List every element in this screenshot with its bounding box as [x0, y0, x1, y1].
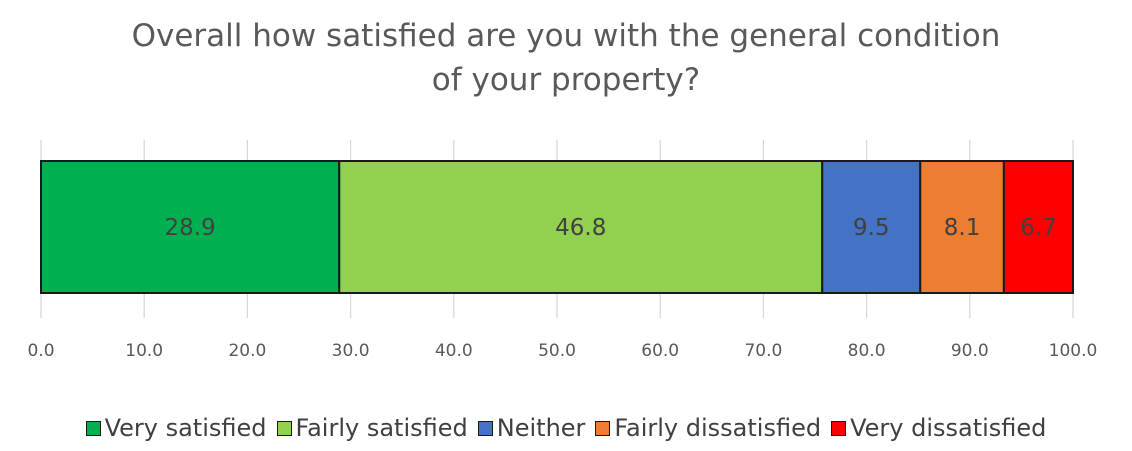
chart-title-line-1: Overall how satisfied are you with the g… — [131, 18, 1001, 54]
legend-label: Neither — [496, 414, 586, 442]
data-label: 46.8 — [555, 215, 606, 241]
x-tick-label: 80.0 — [848, 341, 886, 361]
plot-area: 28.9 46.8 9.5 8.1 6.7 0.0 10.0 20.0 30.0 40.0 50.… — [27, 140, 1097, 361]
bar-segment-fairly-satisfied — [338, 160, 824, 294]
legend-item: Very satisfied — [85, 414, 267, 442]
data-label: 8.1 — [944, 215, 981, 241]
legend-item: Fairly dissatisfied — [595, 414, 821, 442]
x-tick-label: 50.0 — [538, 341, 576, 361]
data-label: 6.7 — [1020, 215, 1057, 241]
legend-swatch — [831, 420, 847, 436]
bar-segment-very-dissatisfied — [1002, 160, 1075, 294]
x-tick-label: 20.0 — [228, 341, 266, 361]
x-tick-label: 40.0 — [435, 341, 473, 361]
legend: Very satisfied Fairly satisfied Neither Fai… — [0, 414, 1132, 442]
legend-swatch — [477, 420, 493, 436]
legend-label: Fairly satisfied — [295, 414, 468, 442]
legend-label: Fairly dissatisfied — [614, 414, 822, 442]
bar-segment-neither — [821, 160, 922, 294]
legend-label: Very dissatisfied — [850, 414, 1047, 442]
x-tick-label: 100.0 — [1049, 341, 1098, 361]
legend-item: Fairly satisfied — [276, 414, 468, 442]
legend-item: Neither — [477, 414, 586, 442]
x-axis-ticks: 0.0 10.0 20.0 30.0 40.0 50.0 60.0 70.0 80.0 90.0 1… — [27, 341, 1097, 361]
legend-label: Very satisfied — [104, 414, 267, 442]
legend-swatch — [595, 420, 611, 436]
chart-title: Overall how satisfied are you with the g… — [0, 14, 1132, 102]
x-tick-label: 90.0 — [951, 341, 989, 361]
legend-swatch — [85, 420, 101, 436]
stacked-bar — [40, 160, 1075, 294]
data-label: 9.5 — [853, 215, 890, 241]
bar-segment-very-satisfied — [40, 160, 341, 294]
legend-swatch — [276, 420, 292, 436]
x-tick-label: 70.0 — [744, 341, 782, 361]
x-tick-label: 30.0 — [332, 341, 370, 361]
x-tick-label: 10.0 — [125, 341, 163, 361]
x-tick-label: 0.0 — [27, 341, 54, 361]
legend-item: Very dissatisfied — [831, 414, 1046, 442]
chart-title-line-2: of your property? — [431, 62, 701, 98]
data-label: 28.9 — [165, 215, 216, 241]
x-tick-label: 60.0 — [641, 341, 679, 361]
data-labels: 28.9 46.8 9.5 8.1 6.7 — [165, 215, 1057, 241]
